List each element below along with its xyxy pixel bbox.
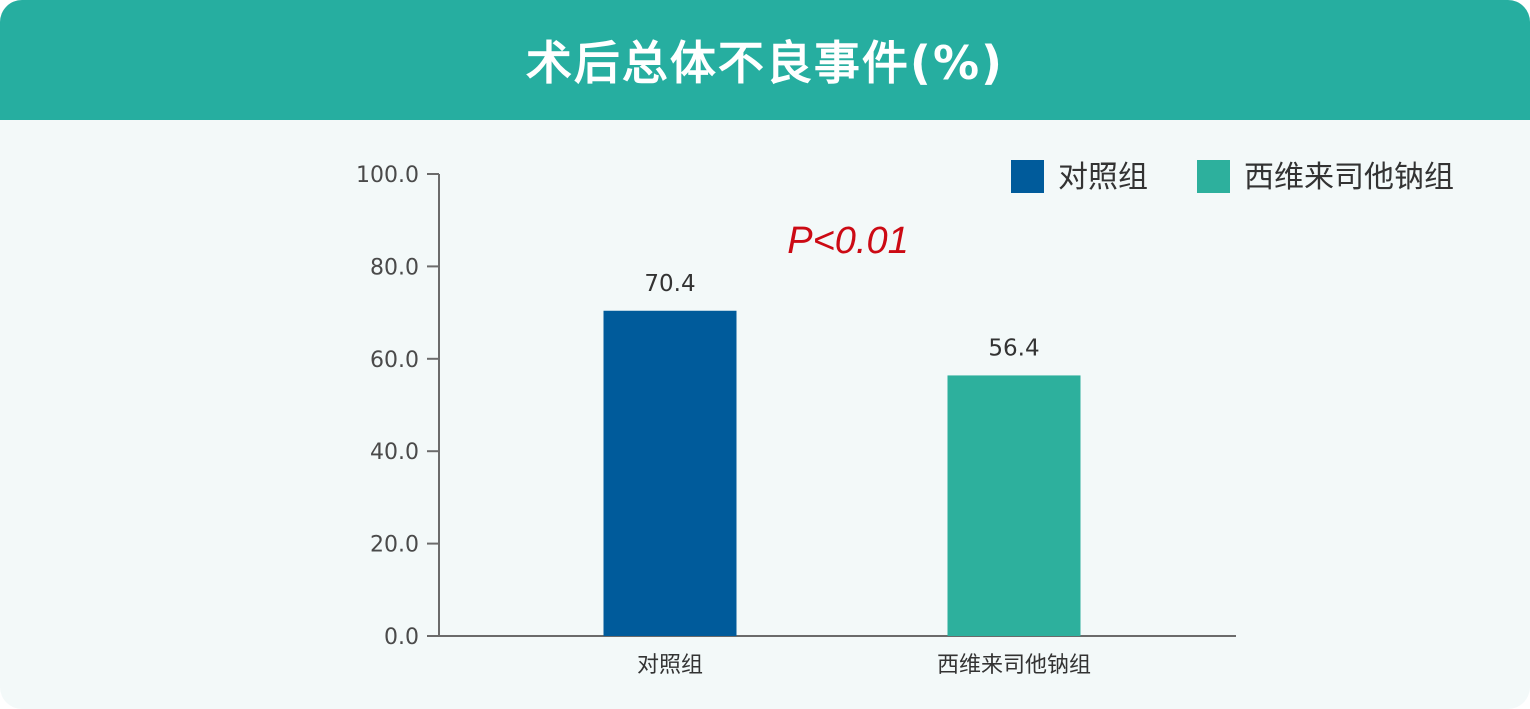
chart-axes: 0.0 20.0 40.0 60.0 80.0 100.0 (356, 163, 1236, 650)
y-tick-label: 40.0 (370, 440, 419, 465)
bar-value-label: 56.4 (988, 335, 1039, 361)
bar-value-label: 70.4 (644, 271, 695, 297)
chart-legend: 对照组 西维来司他钠组 (1011, 160, 1454, 195)
legend-label: 西维来司他钠组 (1244, 160, 1454, 195)
y-tick-label: 100.0 (356, 163, 419, 188)
p-value-annotation: P<0.01 (787, 220, 909, 262)
bar-1 (603, 310, 737, 636)
y-tick-label: 80.0 (370, 255, 419, 280)
legend-label: 对照组 (1058, 160, 1148, 195)
chart-bars (603, 310, 1081, 636)
legend-swatch (1197, 160, 1230, 193)
x-category-label: 西维来司他钠组 (937, 653, 1091, 678)
legend-swatch (1011, 160, 1044, 193)
chart-header: 术后总体不良事件(%) (0, 0, 1530, 120)
y-tick-label: 60.0 (370, 348, 419, 373)
y-tick-label: 20.0 (370, 533, 419, 558)
chart-title: 术后总体不良事件(%) (525, 36, 1005, 90)
chart-labels: 70.4 对照组 56.4 西维来司他钠组 (637, 271, 1091, 678)
x-category-label: 对照组 (637, 653, 703, 678)
bar-2 (947, 375, 1081, 636)
y-tick-label: 0.0 (384, 625, 419, 650)
